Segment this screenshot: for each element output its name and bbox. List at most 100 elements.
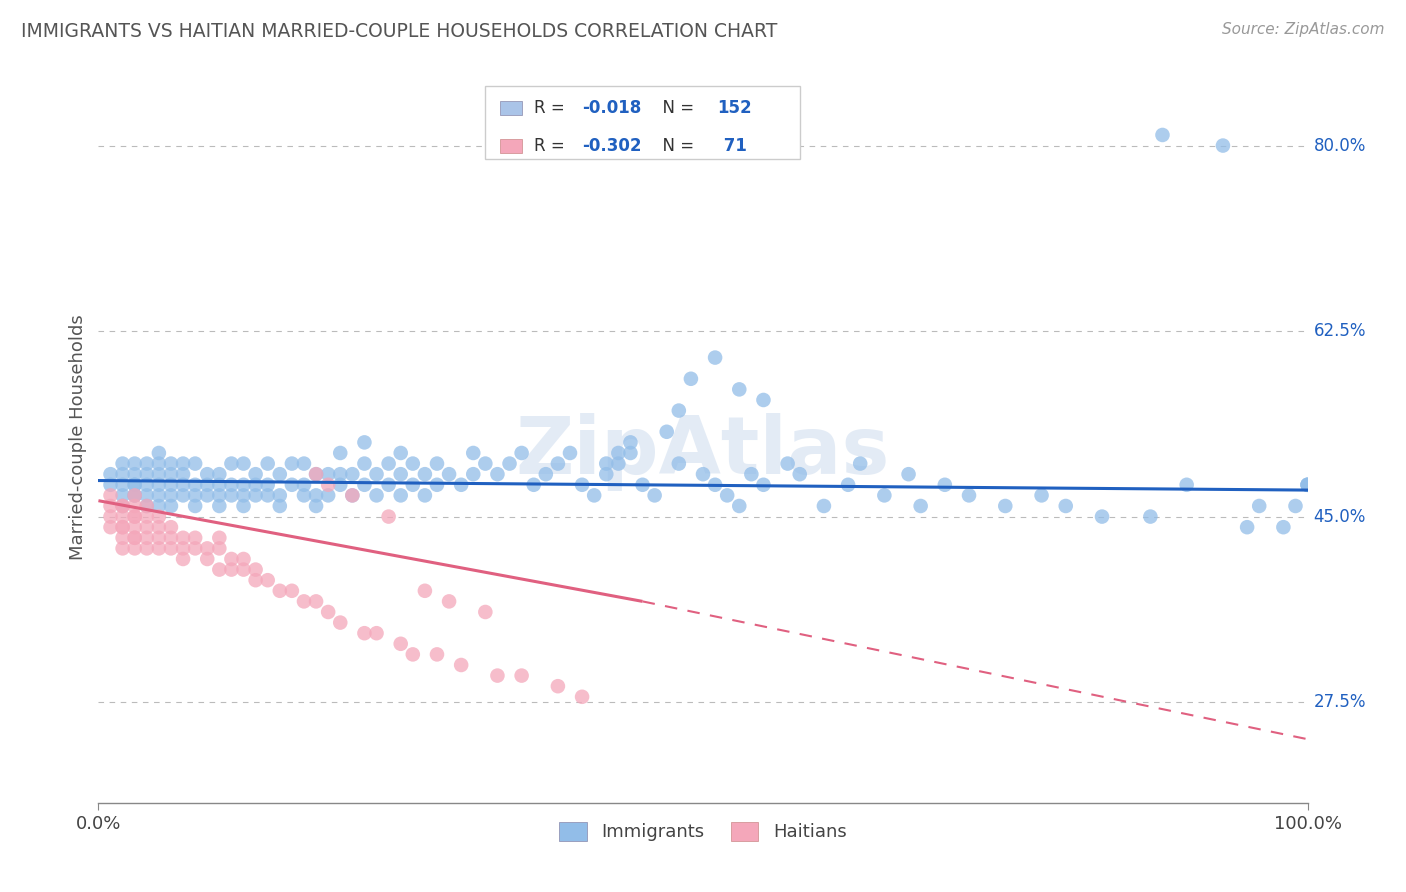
Point [208,467,231,482]
Point [221,563,243,577]
Point [208,499,231,513]
Point [402,648,425,662]
Point [1152,128,1174,142]
Point [292,594,315,608]
Text: N =: N = [652,137,700,155]
Point [571,477,593,491]
Point [184,488,207,502]
Point [124,499,146,513]
Point [426,648,449,662]
Point [413,488,436,502]
Point [486,467,509,482]
Point [208,531,231,545]
Point [292,488,315,502]
Point [437,467,460,482]
Point [668,403,690,417]
Point [148,509,170,524]
Point [366,626,388,640]
Point [221,552,243,566]
Point [184,457,207,471]
Point [245,563,267,577]
Point [1031,488,1053,502]
Point [474,605,496,619]
Point [305,467,328,482]
Point [353,477,375,491]
Point [329,446,352,460]
Point [184,477,207,491]
Point [111,467,134,482]
Text: ZipAtlas: ZipAtlas [516,413,890,491]
Point [160,531,183,545]
Point [873,488,896,502]
Point [195,541,218,556]
Point [353,457,375,471]
Point [426,457,449,471]
Point [111,509,134,524]
Point [1296,477,1319,491]
Point [124,488,146,502]
Point [111,520,134,534]
Point [752,477,775,491]
Point [111,520,134,534]
Point [269,499,291,513]
Point [547,679,569,693]
Point [510,668,533,682]
Point [463,446,485,460]
Point [329,477,352,491]
Point [342,467,364,482]
Y-axis label: Married-couple Households: Married-couple Households [69,314,87,560]
Point [619,446,641,460]
Text: 27.5%: 27.5% [1313,693,1367,711]
Point [124,509,146,524]
Point [1236,520,1258,534]
Point [221,457,243,471]
FancyBboxPatch shape [485,86,800,159]
Point [281,477,304,491]
Text: -0.302: -0.302 [582,137,641,155]
Point [245,477,267,491]
Point [232,457,254,471]
Point [221,488,243,502]
Point [450,658,472,673]
Point [1296,477,1319,491]
Point [607,457,630,471]
Point [644,488,666,502]
Point [232,563,254,577]
Point [100,520,122,534]
Point [160,467,183,482]
Point [160,499,183,513]
Point [124,509,146,524]
Point [281,583,304,598]
Point [208,541,231,556]
Point [1272,520,1295,534]
Point [135,509,157,524]
Point [377,477,399,491]
Point [704,351,727,365]
Point [269,583,291,598]
Point [353,626,375,640]
Point [994,499,1017,513]
Point [281,457,304,471]
Point [679,372,702,386]
Point [148,531,170,545]
Point [148,477,170,491]
Point [305,499,328,513]
Point [655,425,678,439]
Point [523,477,546,491]
Point [256,477,278,491]
Point [269,467,291,482]
Point [208,477,231,491]
Text: 62.5%: 62.5% [1313,322,1367,340]
Point [752,392,775,407]
Legend: Immigrants, Haitians: Immigrants, Haitians [553,814,853,848]
Point [135,488,157,502]
Point [124,488,146,502]
Point [160,488,183,502]
Point [366,467,388,482]
Point [692,467,714,482]
Point [184,541,207,556]
Point [195,552,218,566]
Point [135,520,157,534]
Point [184,531,207,545]
Bar [501,102,522,114]
